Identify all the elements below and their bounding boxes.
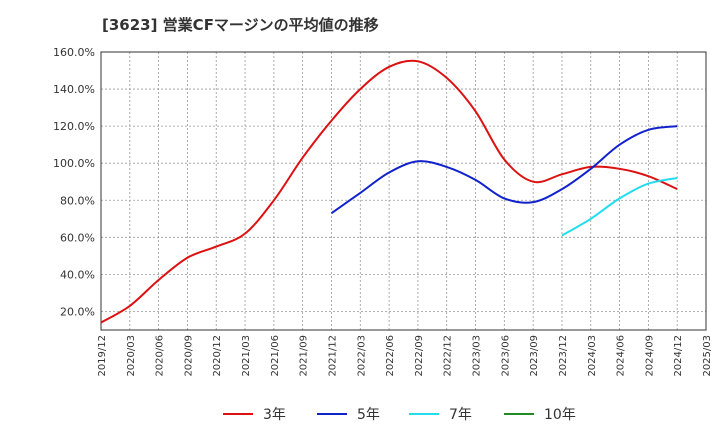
x-tick-label: 2022/06 xyxy=(385,335,396,377)
x-tick-label: 2024/12 xyxy=(673,335,684,377)
x-tick-label: 2020/09 xyxy=(183,335,194,377)
x-tick-label: 2023/06 xyxy=(500,335,511,377)
plot-area xyxy=(101,52,706,330)
x-tick-label: 2024/03 xyxy=(587,335,598,377)
x-tick-label: 2025/03 xyxy=(702,335,713,377)
chart-title: [3623] 営業CFマージンの平均値の推移 xyxy=(102,16,379,34)
x-tick-label: 2022/03 xyxy=(356,335,367,377)
y-tick-label: 60.0% xyxy=(60,231,95,244)
x-tick-label: 2021/06 xyxy=(270,335,281,377)
legend-label: 10年 xyxy=(544,407,576,423)
x-tick-label: 2019/12 xyxy=(97,335,108,377)
x-tick-label: 2023/12 xyxy=(558,335,569,377)
y-tick-label: 80.0% xyxy=(60,194,95,207)
y-tick-label: 100.0% xyxy=(53,157,95,170)
x-tick-label: 2024/06 xyxy=(616,335,627,377)
plot-border xyxy=(100,51,707,331)
y-tick-label: 40.0% xyxy=(60,268,95,281)
x-tick-label: 2023/03 xyxy=(472,335,483,377)
y-tick-label: 140.0% xyxy=(53,83,95,96)
x-tick-label: 2021/12 xyxy=(327,335,338,377)
x-tick-label: 2023/09 xyxy=(529,335,540,377)
x-tick-label: 2021/09 xyxy=(299,335,310,377)
legend-label: 5年 xyxy=(357,407,380,423)
y-axis-ticks: 20.0% 40.0% 60.0% 80.0% 100.0% 120.0% 140.0% 16… xyxy=(53,46,95,318)
x-tick-label: 2024/09 xyxy=(644,335,655,377)
legend: 3年 5年 7年 10年 xyxy=(223,407,576,423)
series-lines xyxy=(100,59,678,324)
y-tick-label: 20.0% xyxy=(60,305,95,318)
x-tick-label: 2020/06 xyxy=(155,335,166,377)
x-tick-label: 2020/03 xyxy=(126,335,137,377)
y-tick-label: 160.0% xyxy=(53,46,95,59)
series-line-2 xyxy=(561,177,678,237)
x-tick-label: 2022/09 xyxy=(414,335,425,377)
x-tick-label: 2021/03 xyxy=(241,335,252,377)
series-line-0 xyxy=(100,59,678,324)
x-tick-label: 2020/12 xyxy=(212,335,223,377)
series-line-1 xyxy=(330,125,678,215)
x-tick-label: 2022/12 xyxy=(443,335,454,377)
legend-label: 7年 xyxy=(449,407,472,423)
x-axis-ticks: 2019/12 2020/03 2020/06 2020/09 2020/12 2021/… xyxy=(97,335,713,377)
legend-label: 3年 xyxy=(263,407,286,423)
y-tick-label: 120.0% xyxy=(53,120,95,133)
